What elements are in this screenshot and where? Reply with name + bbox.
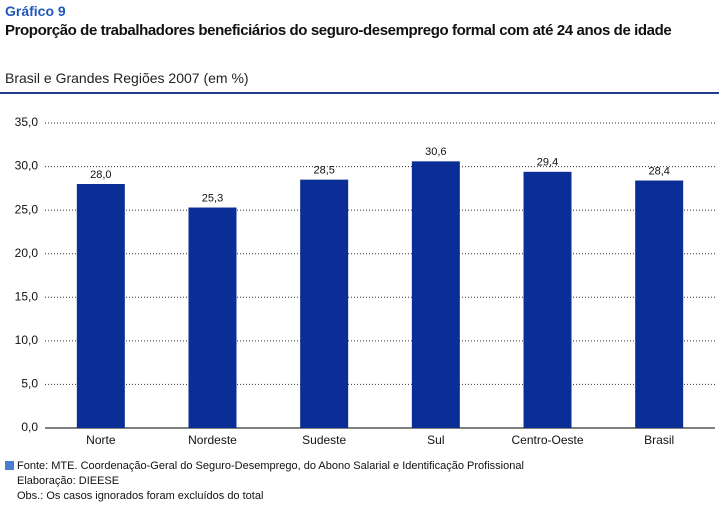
- y-tick-label: 30,0: [15, 159, 39, 173]
- bar: [188, 207, 237, 428]
- chart-title: Proporção de trabalhadores beneficiários…: [5, 22, 672, 39]
- y-tick-label: 5,0: [21, 377, 38, 391]
- header-label: Gráfico 9: [5, 3, 66, 19]
- x-tick-label: Nordeste: [188, 433, 237, 447]
- note: Fonte: MTE. Coordenação-Geral do Seguro-…: [17, 460, 524, 472]
- y-tick-label: 25,0: [15, 202, 39, 216]
- bar: [76, 184, 125, 428]
- x-tick-label: Norte: [86, 433, 116, 447]
- value-label: 30,6: [425, 146, 446, 158]
- bar: [300, 179, 349, 428]
- x-tick-label: Brasil: [644, 433, 674, 447]
- y-tick-label: 10,0: [15, 333, 39, 347]
- x-tick-label: Sul: [427, 433, 444, 447]
- chart-subtitle: Brasil e Grandes Regiões 2007 (em %): [5, 70, 249, 86]
- y-tick-label: 15,0: [15, 289, 39, 303]
- value-label: 29,4: [537, 157, 558, 169]
- y-tick-label: 35,0: [15, 115, 39, 129]
- value-label: 28,4: [648, 165, 669, 177]
- value-label: 28,0: [90, 169, 111, 181]
- note: Elaboração: DIEESE: [17, 475, 119, 487]
- note-icon: [5, 461, 14, 470]
- bar: [411, 161, 460, 429]
- bar: [523, 171, 572, 429]
- x-tick-label: Centro-Oeste: [511, 433, 583, 447]
- value-label: 25,3: [202, 192, 223, 204]
- value-label: 28,5: [313, 165, 334, 177]
- x-tick-label: Sudeste: [302, 433, 346, 447]
- note: Obs.: Os casos ignorados foram excluídos…: [17, 490, 263, 502]
- y-tick-label: 20,0: [15, 246, 39, 260]
- y-tick-label: 0,0: [21, 420, 38, 434]
- bar: [635, 180, 684, 428]
